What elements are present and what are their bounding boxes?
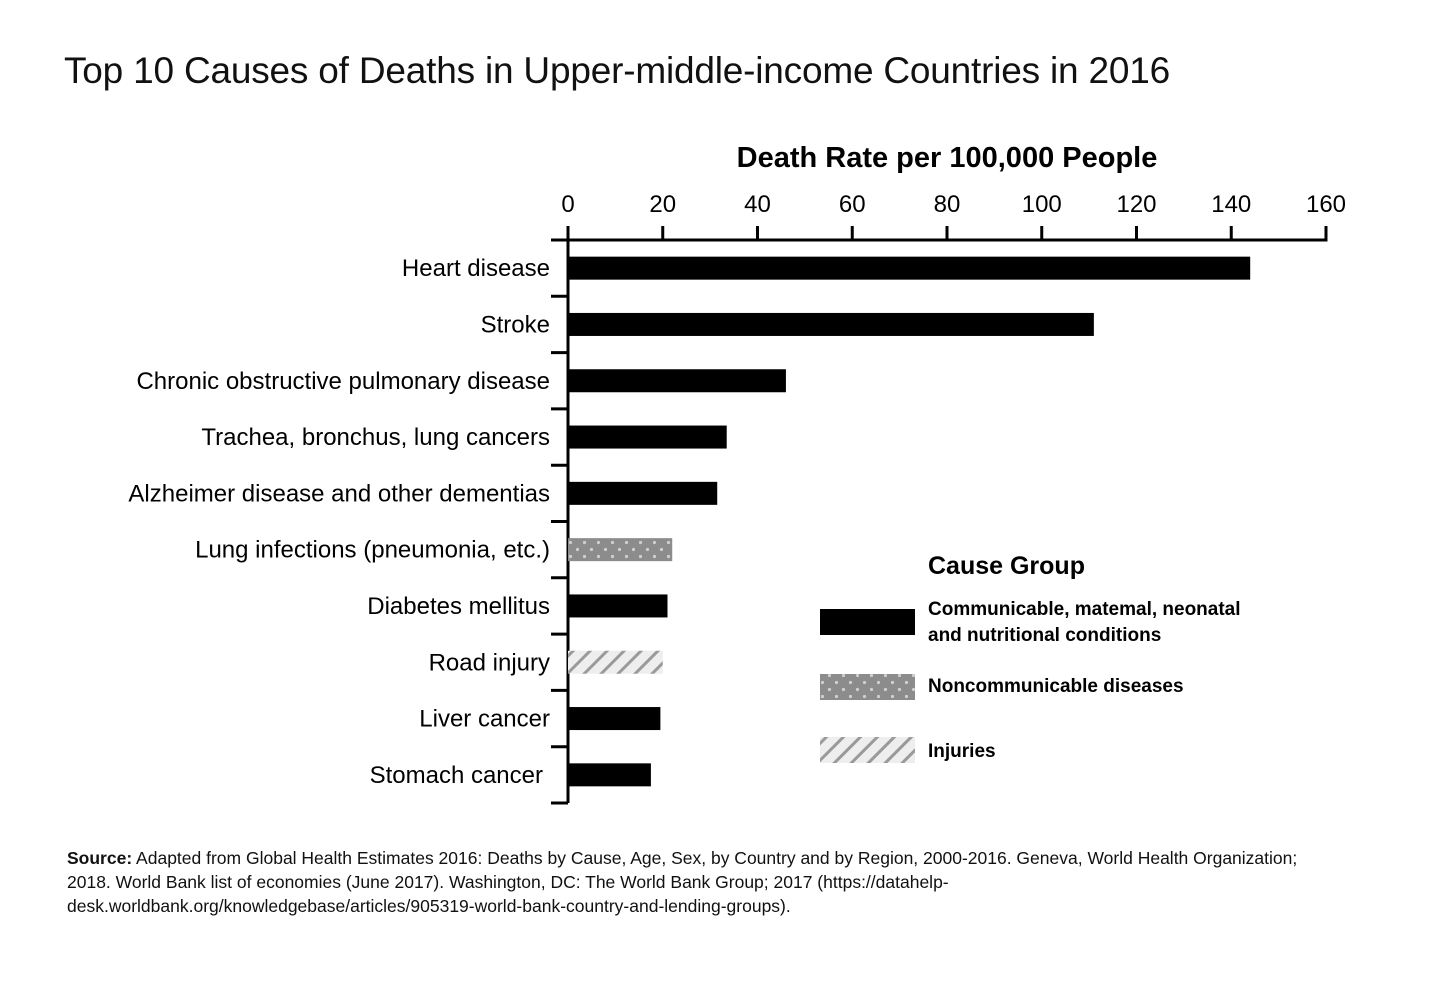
- category-label: Stroke: [481, 311, 550, 338]
- bar-3: [568, 369, 786, 393]
- category-label: Road injury: [429, 649, 550, 676]
- legend-title: Cause Group: [928, 552, 1085, 580]
- category-label: Liver cancer: [419, 706, 550, 733]
- legend-label: Injuries: [928, 741, 996, 762]
- x-tick-label-20: 20: [649, 191, 676, 218]
- legend-label: Noncommunicable diseases: [928, 676, 1184, 697]
- x-tick-label-100: 100: [1022, 191, 1062, 218]
- legend-label: and nutritional conditions: [928, 625, 1161, 646]
- category-label: Alzheimer disease and other dementias: [128, 480, 550, 507]
- x-tick-label-40: 40: [744, 191, 771, 218]
- bar-9: [568, 707, 661, 731]
- category-label: Chronic obstructive pulmonary disease: [136, 368, 550, 395]
- x-tick-label-60: 60: [839, 191, 866, 218]
- chart-title: Top 10 Causes of Deaths in Upper-middle-…: [64, 50, 1171, 91]
- bar-6: [568, 538, 673, 562]
- category-label: Trachea, bronchus, lung cancers: [201, 424, 550, 451]
- bar-2: [568, 312, 1094, 336]
- category-label: Heart disease: [402, 255, 550, 282]
- bar-10: [568, 763, 651, 787]
- category-label: Diabetes mellitus: [367, 593, 550, 620]
- x-tick-label-120: 120: [1116, 191, 1156, 218]
- category-label: Stomach cancer: [370, 762, 543, 789]
- legend-swatch-solid: [820, 609, 915, 635]
- x-tick-label-0: 0: [561, 191, 574, 218]
- x-tick-label-140: 140: [1211, 191, 1251, 218]
- x-tick-label-80: 80: [934, 191, 961, 218]
- legend-swatch-dots: [820, 674, 915, 700]
- source-note: Source: Adapted from Global Health Estim…: [67, 846, 1327, 918]
- legend-swatch-hatch: [820, 737, 915, 763]
- category-label: Lung infections (pneumonia, etc.): [195, 537, 550, 564]
- legend-label: Communicable, matemal, neonatal: [928, 599, 1241, 620]
- x-axis-title: Death Rate per 100,000 People: [737, 142, 1158, 174]
- source-text: Adapted from Global Health Estimates 201…: [67, 848, 1298, 916]
- bar-7: [568, 594, 668, 618]
- x-tick-label-160: 160: [1306, 191, 1346, 218]
- bar-8: [568, 650, 663, 674]
- bar-5: [568, 481, 718, 505]
- bar-1: [568, 256, 1251, 280]
- source-label: Source:: [67, 848, 133, 868]
- bar-4: [568, 425, 727, 449]
